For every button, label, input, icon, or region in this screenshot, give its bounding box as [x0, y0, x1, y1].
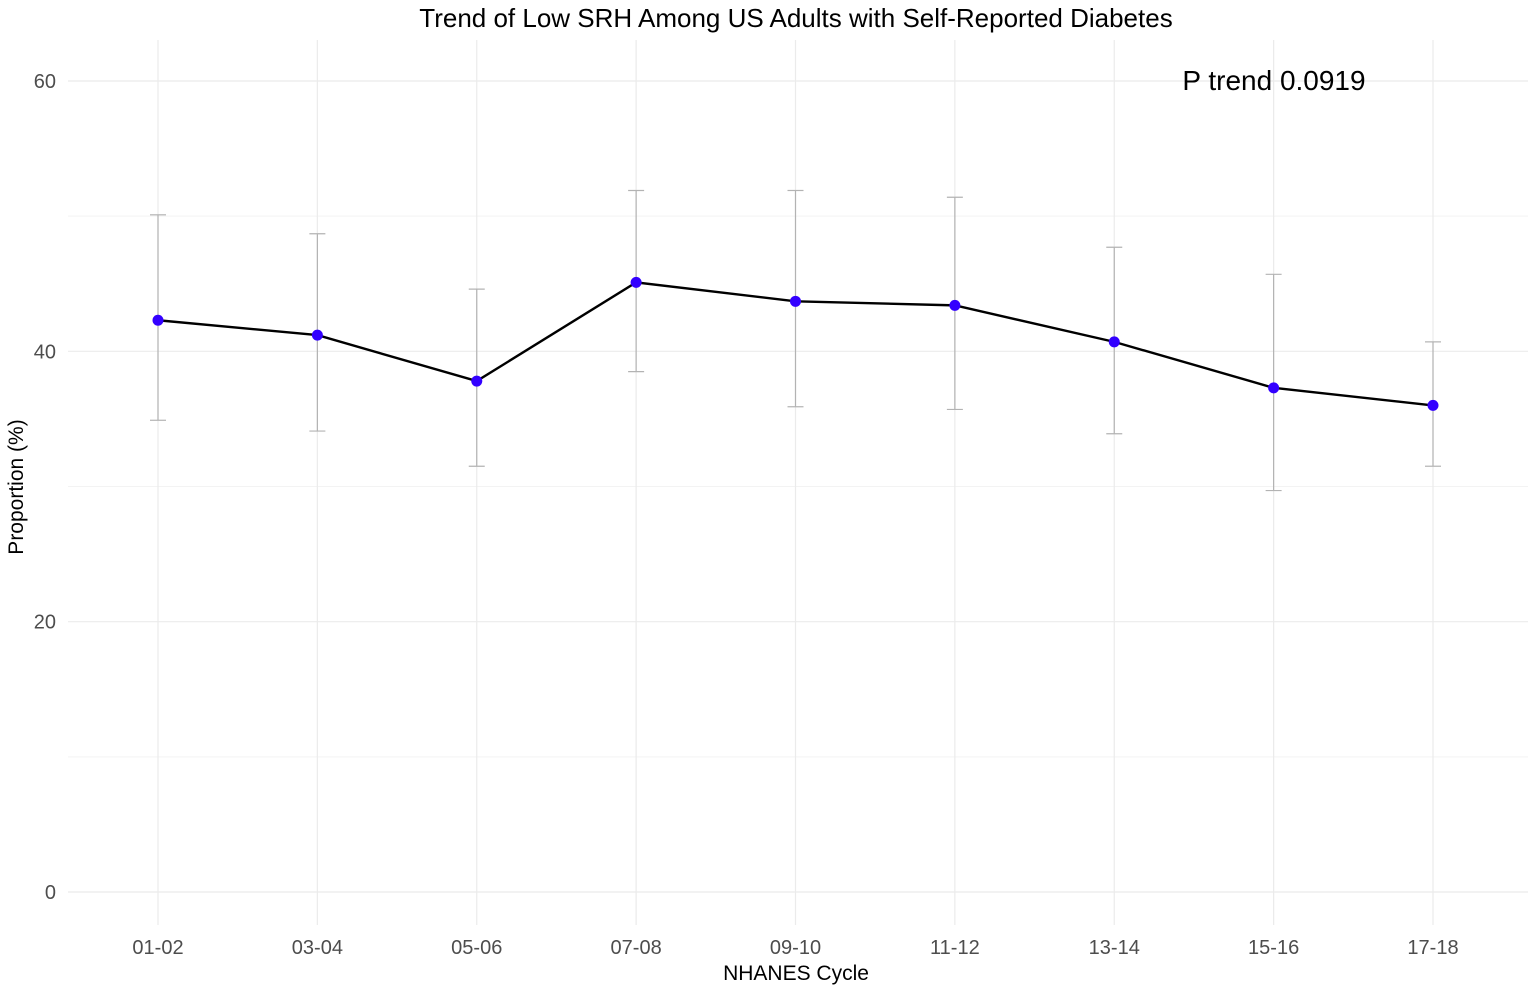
p-trend-annotation: P trend 0.0919	[1182, 65, 1365, 96]
x-tick-label: 03-04	[292, 937, 343, 959]
data-point	[471, 375, 483, 387]
y-tick-label: 60	[34, 71, 56, 93]
data-point	[311, 329, 323, 341]
y-tick-label: 0	[45, 882, 56, 904]
x-tick-label: 07-08	[611, 937, 662, 959]
y-tick-label: 20	[34, 612, 56, 634]
y-tick-label: 40	[34, 341, 56, 363]
y-axis-title: Proportion (%)	[5, 419, 28, 554]
data-point	[949, 299, 961, 311]
y-axis-ticks: 0 20 40 60	[34, 71, 56, 904]
x-tick-label: 05-06	[451, 937, 502, 959]
x-tick-label: 01-02	[132, 937, 183, 959]
x-axis-ticks: 01-02 03-04 05-06 07-08 09-10 11-12 13-14 15-16…	[132, 937, 1458, 959]
data-point	[1268, 382, 1280, 394]
grid	[68, 40, 1528, 925]
data-point	[630, 276, 642, 288]
data-point	[1108, 336, 1120, 348]
x-axis-title: NHANES Cycle	[723, 962, 869, 985]
x-tick-label: 15-16	[1248, 937, 1299, 959]
x-tick-label: 09-10	[770, 937, 821, 959]
x-tick-label: 11-12	[930, 937, 980, 959]
x-tick-label: 13-14	[1089, 937, 1140, 959]
chart-title: Trend of Low SRH Among US Adults with Se…	[419, 3, 1172, 33]
data-point	[1427, 399, 1439, 411]
data-point	[152, 314, 164, 326]
x-tick-label: 17-18	[1407, 937, 1458, 959]
data-point	[790, 295, 801, 307]
data-points	[152, 276, 1439, 411]
